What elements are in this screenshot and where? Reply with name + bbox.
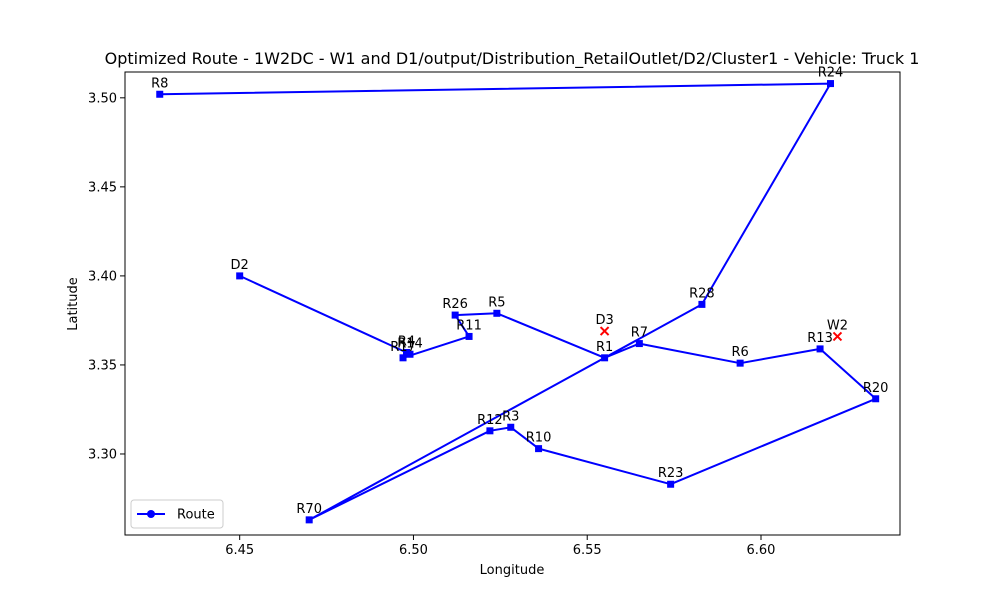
- facility-label: D3: [595, 313, 613, 328]
- route-stop-label: R26: [442, 297, 468, 312]
- route-stop-marker: [156, 90, 164, 98]
- route-stop-label: R13: [807, 331, 833, 346]
- facility-label: W2: [827, 318, 848, 333]
- route-stop-marker: [826, 80, 834, 88]
- route-stop-marker: [535, 445, 543, 453]
- route-stop-marker: [736, 359, 744, 367]
- route-stop-label: R10: [526, 431, 552, 446]
- route-stop-marker: [493, 309, 501, 317]
- route-stop-marker: [305, 516, 313, 524]
- legend-box: [130, 499, 224, 529]
- y-tick-label: 3.50: [88, 91, 117, 106]
- route-stop-label: R24: [818, 66, 844, 81]
- facility-marker: [599, 326, 610, 336]
- route-line: [159, 82, 877, 521]
- route-stop-marker: [872, 395, 880, 403]
- route-stop-marker: [635, 340, 643, 348]
- route-stop-label: R11: [456, 318, 482, 333]
- axes-frame: [124, 71, 901, 536]
- x-tick-label: 6.55: [573, 543, 602, 558]
- route-stop-label: R6: [731, 345, 748, 360]
- route-stop-marker: [406, 350, 414, 358]
- legend-label: Route: [177, 508, 215, 523]
- x-axis-label: Longitude: [480, 563, 545, 578]
- x-tick-label: 6.60: [747, 543, 776, 558]
- facility-marker: [832, 331, 843, 342]
- chart-title: Optimized Route - 1W2DC - W1 and D1/outp…: [105, 49, 920, 69]
- route-stop-marker: [465, 332, 473, 340]
- y-tick-label: 3.30: [88, 447, 117, 462]
- y-tick-label: 3.35: [88, 358, 117, 373]
- y-tick-label: 3.40: [88, 269, 117, 284]
- route-stop-label: R17: [390, 340, 416, 355]
- x-tick-label: 6.50: [399, 543, 428, 558]
- route-stop-label: R3: [502, 409, 519, 424]
- route-stop-label: R4: [398, 334, 415, 349]
- route-stop-label: R20: [863, 381, 889, 396]
- route-stop-label: R7: [631, 326, 648, 341]
- legend-marker: [147, 510, 155, 518]
- x-tick-label: 6.45: [225, 543, 254, 558]
- route-stop-marker: [816, 345, 824, 353]
- route-stop-marker: [486, 427, 494, 435]
- route-stop-label: R70: [296, 502, 322, 517]
- route-stop-marker: [399, 354, 407, 362]
- route-stop-label: R8: [151, 76, 168, 91]
- route-stop-label: R23: [658, 466, 684, 481]
- route-stop-marker: [601, 354, 609, 362]
- route-stop-label: R5: [488, 295, 505, 310]
- route-stop-label: R12: [477, 413, 503, 428]
- route-stop-marker: [507, 423, 515, 431]
- legend: Route: [130, 499, 224, 529]
- route-stop-marker: [236, 272, 244, 280]
- route-stop-label: D2: [231, 258, 249, 273]
- route-stop-label: R14: [397, 336, 423, 351]
- route-stop-marker: [698, 300, 706, 308]
- route-stop-marker: [667, 480, 675, 488]
- route-stop-label: R1: [596, 340, 613, 355]
- route-stop-label: R28: [689, 286, 715, 301]
- route-stop-marker: [451, 311, 459, 319]
- y-axis-label: Latitude: [66, 277, 81, 331]
- y-tick-label: 3.45: [88, 180, 117, 195]
